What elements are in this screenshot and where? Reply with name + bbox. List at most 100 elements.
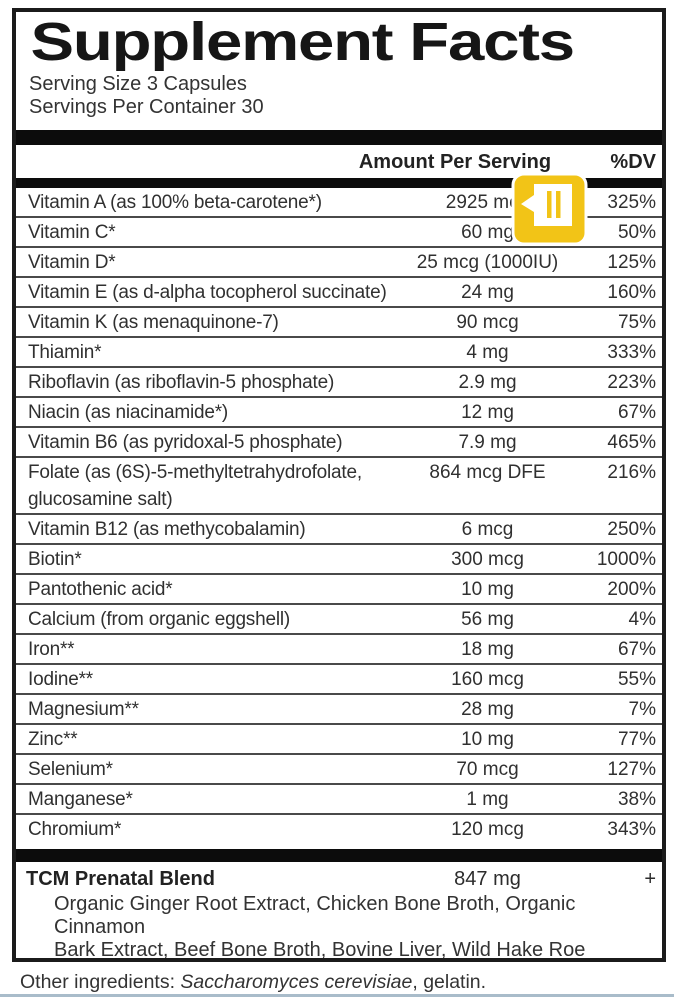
other-ingredients-line: Other ingredients: Saccharomyces cerevis…: [20, 971, 486, 994]
nutrient-name: Riboflavin (as riboflavin-5 phosphate): [28, 372, 335, 393]
nutrient-row: Thiamin* 4 mg 333%: [16, 338, 662, 368]
nutrient-row: Calcium (from organic eggshell) 56 mg 4%: [16, 605, 662, 635]
nutrient-row: Iodine** 160 mcg 55%: [16, 665, 662, 695]
nutrient-row: Manganese* 1 mg 38%: [16, 785, 662, 815]
blend-amount: 847 mg: [454, 868, 521, 890]
nutrient-dv: 325%: [607, 192, 656, 213]
nutrient-dv: 4%: [628, 609, 656, 630]
nutrient-amount: 2925 mcg: [445, 192, 530, 213]
nutrient-row: Vitamin A (as 100% beta-carotene*) 2925 …: [16, 188, 662, 218]
nutrient-amount: 18 mg: [461, 639, 514, 660]
nutrient-name: Iron**: [28, 639, 75, 660]
nutrient-amount: 90 mcg: [456, 312, 519, 333]
nutrient-dv: 1000%: [596, 549, 656, 570]
thick-divider-top: [16, 130, 662, 145]
nutrient-dv: 75%: [617, 312, 656, 333]
nutrient-dv: 77%: [617, 729, 656, 750]
nutrient-amount: 6 mcg: [461, 519, 514, 540]
bottom-edge-rule: [0, 994, 674, 997]
other-ingredients-species: Saccharomyces cerevisiae: [180, 971, 413, 993]
nutrient-dv: 343%: [607, 819, 656, 840]
nutrient-name: Folate (as (6S)-5-methyltetrahydrofolate…: [28, 462, 362, 510]
nutrient-row: Vitamin D* 25 mcg (1000IU) 125%: [16, 248, 662, 278]
nutrient-amount: 300 mcg: [451, 549, 524, 570]
thick-divider-blend: [16, 849, 662, 862]
nutrient-dv: 465%: [607, 432, 656, 453]
nutrient-amount: 70 mcg: [456, 759, 519, 780]
nutrient-amount: 10 mg: [461, 579, 514, 600]
column-header-row: Amount Per Serving %DV: [16, 145, 662, 178]
nutrient-row: Zinc** 10 mg 77%: [16, 725, 662, 755]
nutrient-amount: 10 mg: [461, 729, 514, 750]
nutrient-amount: 28 mg: [461, 699, 514, 720]
nutrient-dv: 127%: [607, 759, 656, 780]
nutrient-dv: 200%: [607, 579, 656, 600]
nutrient-row: Selenium* 70 mcg 127%: [16, 755, 662, 785]
nutrient-dv: 55%: [617, 669, 656, 690]
nutrient-amount: 864 mcg DFE: [429, 462, 546, 483]
nutrient-row: Chromium* 120 mcg 343%: [16, 815, 662, 843]
nutrient-name: Vitamin B12 (as methycobalamin): [28, 519, 306, 540]
supplement-facts-panel: Supplement Facts Serving Size 3 Capsules…: [12, 8, 666, 962]
column-header-amount: Amount Per Serving: [358, 151, 552, 173]
nutrient-amount: 12 mg: [461, 402, 514, 423]
annotation-bubble-pause-icon: [511, 172, 588, 246]
column-header-dv: %DV: [610, 151, 656, 173]
nutrient-dv: 223%: [607, 372, 656, 393]
nutrient-row: Riboflavin (as riboflavin-5 phosphate) 2…: [16, 368, 662, 398]
thick-divider-header: [16, 178, 662, 188]
nutrient-row: Biotin* 300 mcg 1000%: [16, 545, 662, 575]
nutrient-name: Pantothenic acid*: [28, 579, 173, 600]
other-ingredients-prefix: Other ingredients:: [20, 971, 181, 993]
nutrient-dv: 67%: [617, 402, 656, 423]
nutrient-amount: 56 mg: [461, 609, 514, 630]
nutrient-dv: 38%: [617, 789, 656, 810]
nutrient-dv: 7%: [628, 699, 656, 720]
nutrient-name: Magnesium**: [28, 699, 139, 720]
nutrient-row: Magnesium** 28 mg 7%: [16, 695, 662, 725]
nutrient-dv: 67%: [617, 639, 656, 660]
blend-dv: +: [644, 868, 656, 890]
nutrient-name: Thiamin*: [28, 342, 102, 363]
nutrient-name: Vitamin D*: [28, 252, 116, 273]
nutrient-amount: 1 mg: [466, 789, 509, 810]
nutrient-dv: 250%: [607, 519, 656, 540]
nutrient-amount: 7.9 mg: [458, 432, 517, 453]
nutrient-amount: 160 mcg: [451, 669, 524, 690]
nutrient-row: Iron** 18 mg 67%: [16, 635, 662, 665]
annotation-bubble-pause-svg: [511, 172, 588, 246]
nutrient-row: Vitamin K (as menaquinone-7) 90 mcg 75%: [16, 308, 662, 338]
nutrient-row: Vitamin E (as d-alpha tocopherol succina…: [16, 278, 662, 308]
nutrient-amount: 24 mg: [461, 282, 514, 303]
nutrient-dv: 333%: [607, 342, 656, 363]
nutrient-name: Vitamin B6 (as pyridoxal-5 phosphate): [28, 432, 343, 453]
nutrient-row: Vitamin C* 60 mg 50%: [16, 218, 662, 248]
nutrient-dv: 125%: [607, 252, 656, 273]
nutrient-name: Iodine**: [28, 669, 93, 690]
nutrient-name: Niacin (as niacinamide*): [28, 402, 229, 423]
nutrient-amount: 25 mcg (1000IU): [416, 252, 559, 273]
nutrient-name: Manganese*: [28, 789, 133, 810]
nutrient-rows: Vitamin A (as 100% beta-carotene*) 2925 …: [16, 188, 662, 843]
blend-row: TCM Prenatal Blend 847 mg +: [16, 862, 662, 891]
blend-name: TCM Prenatal Blend: [26, 868, 215, 890]
nutrient-name: Vitamin E (as d-alpha tocopherol succina…: [28, 282, 387, 303]
serving-info: Serving Size 3 Capsules Servings Per Con…: [16, 69, 662, 119]
nutrient-row: Vitamin B6 (as pyridoxal-5 phosphate) 7.…: [16, 428, 662, 458]
nutrient-name: Vitamin C*: [28, 222, 116, 243]
nutrient-name: Selenium*: [28, 759, 113, 780]
nutrient-row: Folate (as (6S)-5-methyltetrahydrofolate…: [16, 458, 662, 515]
nutrient-row: Pantothenic acid* 10 mg 200%: [16, 575, 662, 605]
nutrient-amount: 120 mcg: [451, 819, 524, 840]
nutrient-amount: 60 mg: [461, 222, 514, 243]
nutrient-dv: 160%: [607, 282, 656, 303]
nutrient-row: Vitamin B12 (as methycobalamin) 6 mcg 25…: [16, 515, 662, 545]
nutrient-name: Biotin*: [28, 549, 82, 570]
other-ingredients-suffix: , gelatin.: [412, 971, 487, 993]
serving-size-text: Serving Size 3 Capsules: [29, 73, 247, 95]
nutrient-dv: 216%: [607, 462, 656, 483]
nutrient-amount: 2.9 mg: [458, 372, 517, 393]
nutrient-name: Chromium*: [28, 819, 122, 840]
panel-title: Supplement Facts: [30, 12, 576, 72]
